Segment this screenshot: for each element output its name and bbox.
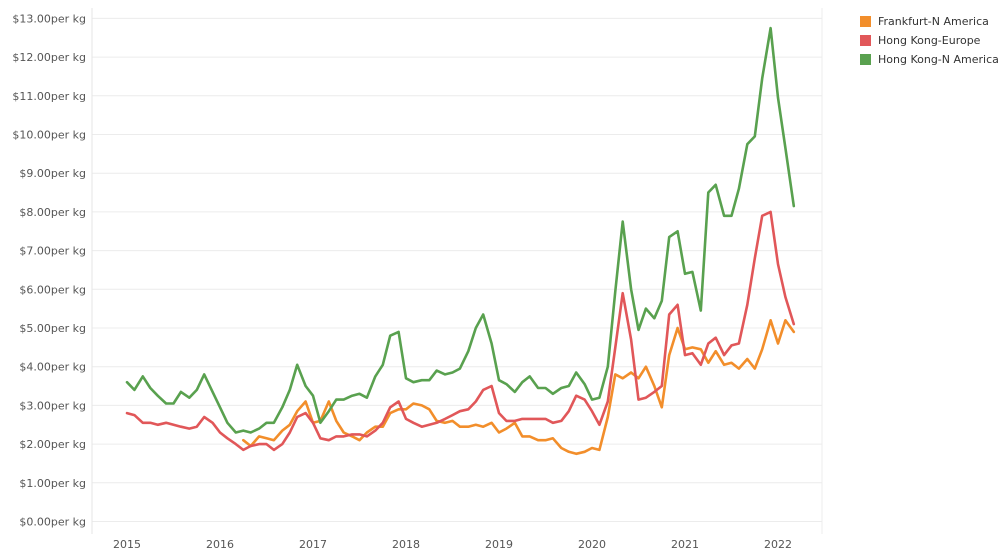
x-axis-tick-labels: 2015 2016 2017 2018 2019 2020 2021 2022 [113, 538, 792, 551]
y-tick-label: $1.00per kg [19, 477, 86, 490]
legend-item-hong-kong-europe[interactable]: Hong Kong-Europe [860, 31, 999, 50]
legend-swatch [860, 54, 871, 65]
legend-item-hong-kong-n-america[interactable]: Hong Kong-N America [860, 50, 999, 69]
x-tick-label: 2021 [671, 538, 699, 551]
legend-label: Hong Kong-Europe [878, 34, 981, 47]
series-line-hong-kong-n-america[interactable] [125, 26, 796, 434]
series-line-hong-kong-europe[interactable] [125, 210, 796, 452]
series-lines [125, 26, 796, 456]
y-tick-label: $9.00per kg [19, 167, 86, 180]
y-tick-label: $2.00per kg [19, 438, 86, 451]
y-tick-label: $6.00per kg [19, 283, 86, 296]
legend-swatch [860, 35, 871, 46]
y-tick-label: $10.00per kg [12, 129, 86, 142]
legend: Frankfurt-N America Hong Kong-Europe Hon… [860, 12, 999, 69]
y-tick-label: $12.00per kg [12, 51, 86, 64]
y-tick-label: $11.00per kg [12, 90, 86, 103]
x-tick-label: 2016 [206, 538, 234, 551]
y-tick-label: $8.00per kg [19, 206, 86, 219]
y-tick-label: $0.00per kg [19, 516, 86, 529]
x-tick-label: 2015 [113, 538, 141, 551]
x-tick-label: 2019 [485, 538, 513, 551]
y-tick-label: $7.00per kg [19, 245, 86, 258]
x-tick-label: 2018 [392, 538, 420, 551]
legend-swatch [860, 16, 871, 27]
legend-label: Frankfurt-N America [878, 15, 989, 28]
y-tick-label: $5.00per kg [19, 322, 86, 335]
y-tick-label: $13.00per kg [12, 12, 86, 25]
x-tick-label: 2017 [299, 538, 327, 551]
legend-item-frankfurt-n-america[interactable]: Frankfurt-N America [860, 12, 999, 31]
x-tick-label: 2022 [764, 538, 792, 551]
gridlines [91, 8, 823, 534]
y-axis-tick-labels: $0.00per kg $1.00per kg $2.00per kg $3.00pe… [12, 12, 86, 528]
y-tick-label: $3.00per kg [19, 399, 86, 412]
series-line-frankfurt-n-america[interactable] [242, 318, 796, 456]
legend-label: Hong Kong-N America [878, 53, 999, 66]
x-tick-label: 2020 [578, 538, 606, 551]
y-tick-label: $4.00per kg [19, 361, 86, 374]
